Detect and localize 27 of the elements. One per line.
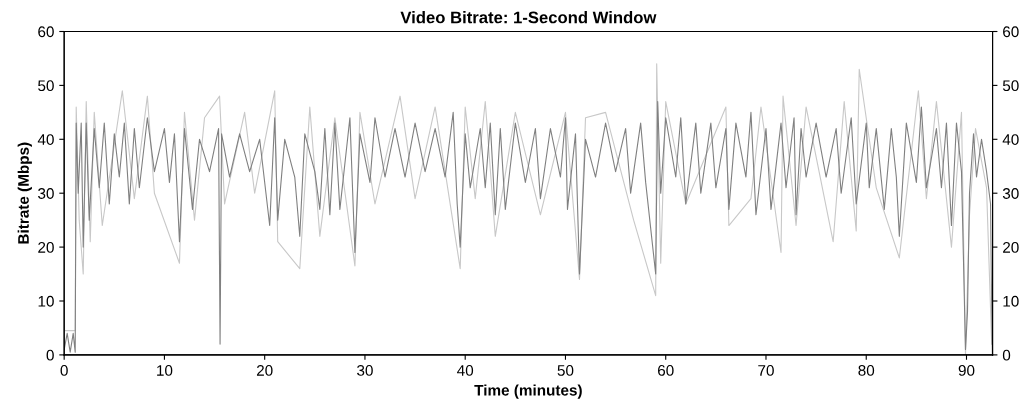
y2-tick-label: 60	[1003, 26, 1019, 38]
x-tick-label: 50	[557, 365, 574, 376]
x-tick-label: 80	[858, 365, 875, 376]
y2-tick-label: 20	[1003, 241, 1019, 253]
y2-tick-label: 30	[1002, 188, 1019, 199]
y2-tick-label: 40	[1002, 134, 1019, 145]
x-tick-label: 40	[457, 365, 474, 376]
x-tick-label: 20	[256, 365, 273, 376]
y-tick-label: 40	[37, 134, 54, 145]
x-axis-title: Time (minutes)	[474, 384, 582, 399]
y-tick-label: 50	[38, 80, 54, 92]
x-tick-label: 10	[157, 365, 173, 376]
y-tick-label: 10	[38, 295, 54, 307]
y2-tick-label: 50	[1002, 80, 1019, 92]
x-tick-label: 70	[758, 365, 774, 376]
y-tick-label: 60	[38, 26, 54, 38]
y-tick-label: 0	[46, 349, 54, 361]
x-tick-label: 30	[357, 365, 373, 376]
x-tick-label: 90	[958, 365, 975, 376]
y2-tick-label: 10	[1003, 295, 1019, 307]
x-tick-label: 0	[60, 365, 68, 376]
y-tick-label: 20	[38, 241, 54, 253]
y-axis-title: Bitrate (Mbps)	[17, 142, 32, 244]
y2-tick-label: 0	[1002, 349, 1011, 361]
y-tick-label: 30	[38, 188, 54, 199]
x-tick-label: 60	[658, 365, 674, 376]
chart-title: Video Bitrate: 1-Second Window	[400, 11, 657, 24]
